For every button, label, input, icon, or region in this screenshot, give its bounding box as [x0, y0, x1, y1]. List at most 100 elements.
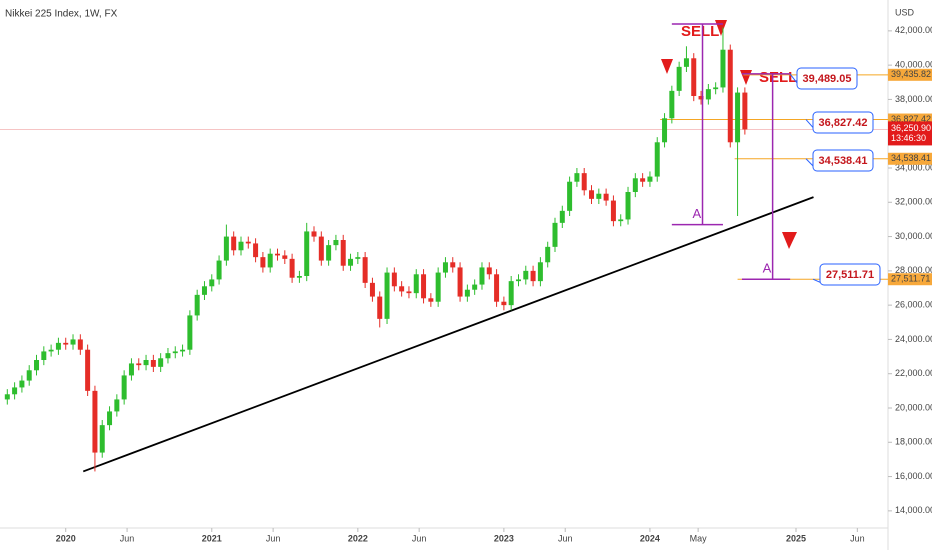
arrow: [661, 59, 673, 74]
candle-body: [19, 380, 25, 388]
y-tick-label: 26,000.00: [895, 300, 932, 310]
candle-body: [223, 236, 229, 261]
candle-body: [114, 399, 120, 412]
candle-body: [99, 425, 105, 453]
level-tag: [888, 68, 932, 81]
candle-body: [92, 390, 98, 453]
measure-label: A: [693, 206, 702, 221]
candle-body: [457, 267, 463, 297]
candle-body: [180, 349, 186, 352]
candle-body: [742, 92, 748, 130]
arrow: [782, 232, 797, 249]
candle-body: [128, 363, 134, 376]
candles: [4, 27, 748, 472]
candle-body: [289, 258, 295, 278]
y-tick-label: 38,000.00: [895, 94, 932, 104]
candle-body: [530, 270, 536, 282]
candle-body: [326, 245, 332, 261]
y-tick-label: 16,000.00: [895, 471, 932, 481]
trendline: [82, 196, 814, 473]
candle-body: [435, 272, 441, 302]
candle-body: [589, 190, 595, 199]
candle-body: [515, 279, 521, 282]
level-tag-label: 36,827.42: [891, 114, 931, 124]
candle-body: [231, 236, 237, 251]
candle-body: [413, 274, 419, 294]
candle-body: [654, 142, 660, 177]
level-tag: [888, 152, 932, 165]
candle-body: [691, 58, 697, 96]
candle-body: [662, 118, 668, 143]
candle-body: [523, 270, 529, 280]
x-tick-label: Jun: [120, 533, 135, 543]
candle-body: [705, 89, 711, 100]
measure-label: A: [763, 261, 772, 276]
y-tick-label: 22,000.00: [895, 368, 932, 378]
candle-body: [683, 58, 689, 67]
candle-body: [12, 387, 18, 395]
last-price-tag: [888, 121, 932, 146]
y-tick-label: 28,000.00: [895, 265, 932, 275]
candle-body: [610, 200, 616, 222]
y-tick-label: 32,000.00: [895, 197, 932, 207]
candle-body: [486, 267, 492, 275]
y-tick-label: 30,000.00: [895, 231, 932, 241]
candle-body: [735, 92, 741, 143]
candle-body: [406, 291, 412, 294]
candle-body: [63, 342, 69, 345]
candle-body: [501, 301, 507, 306]
level-tag: [888, 273, 932, 286]
level-tag-label: 27,511.71: [891, 274, 930, 284]
candle-body: [158, 358, 164, 367]
candle-body: [698, 96, 704, 100]
sell-label: SELL: [681, 23, 719, 40]
candle-body: [318, 236, 324, 261]
y-tick-label: 18,000.00: [895, 437, 932, 447]
candle-body: [70, 339, 76, 345]
y-tick-label: 42,000.00: [895, 25, 932, 35]
candle-body: [333, 240, 339, 246]
x-tick-label: Jun: [266, 533, 281, 543]
candle-body: [574, 173, 580, 182]
x-tick-label: 2021: [202, 533, 222, 543]
candle-body: [136, 363, 142, 366]
candle-body: [275, 253, 280, 256]
level-tag-label: 39,435.82: [891, 69, 931, 79]
candle-body: [625, 192, 631, 220]
chart-title: Nikkei 225 Index, 1W, FX: [5, 9, 118, 20]
callout-box: [812, 111, 874, 134]
y-tick-label: 24,000.00: [895, 334, 932, 344]
candle-body: [567, 181, 573, 211]
candle-body: [77, 339, 83, 350]
candle-body: [194, 294, 200, 316]
x-tick-label: 2022: [348, 533, 368, 543]
x-tick-label: Jun: [558, 533, 573, 543]
x-tick-label: 2025: [786, 533, 806, 543]
callout-label: 34,538.41: [819, 155, 868, 167]
candle-body: [727, 49, 733, 143]
x-tick-label: May: [690, 533, 708, 543]
candle-body: [85, 349, 91, 391]
candle-body: [150, 360, 156, 367]
sell-label: SELL: [759, 69, 797, 86]
x-tick-label: Jun: [412, 533, 427, 543]
candle-body: [355, 257, 361, 259]
candle-body: [4, 394, 10, 400]
candle-body: [187, 315, 193, 350]
callout-label: 36,827.42: [819, 117, 868, 129]
candle-body: [603, 193, 609, 201]
candle-body: [165, 353, 171, 359]
candle-body: [245, 241, 251, 244]
countdown: 13:46:30: [891, 133, 926, 143]
candle-body: [581, 173, 587, 191]
candle-body: [647, 176, 653, 182]
candle-body: [384, 272, 390, 319]
y-tick-label: 40,000.00: [895, 60, 932, 70]
candle-body: [296, 276, 302, 278]
candle-body: [559, 210, 565, 223]
candle-body: [596, 193, 602, 199]
candle-body: [34, 360, 40, 371]
candle-body: [464, 289, 470, 297]
level-tag-label: 34,538.41: [891, 153, 931, 163]
